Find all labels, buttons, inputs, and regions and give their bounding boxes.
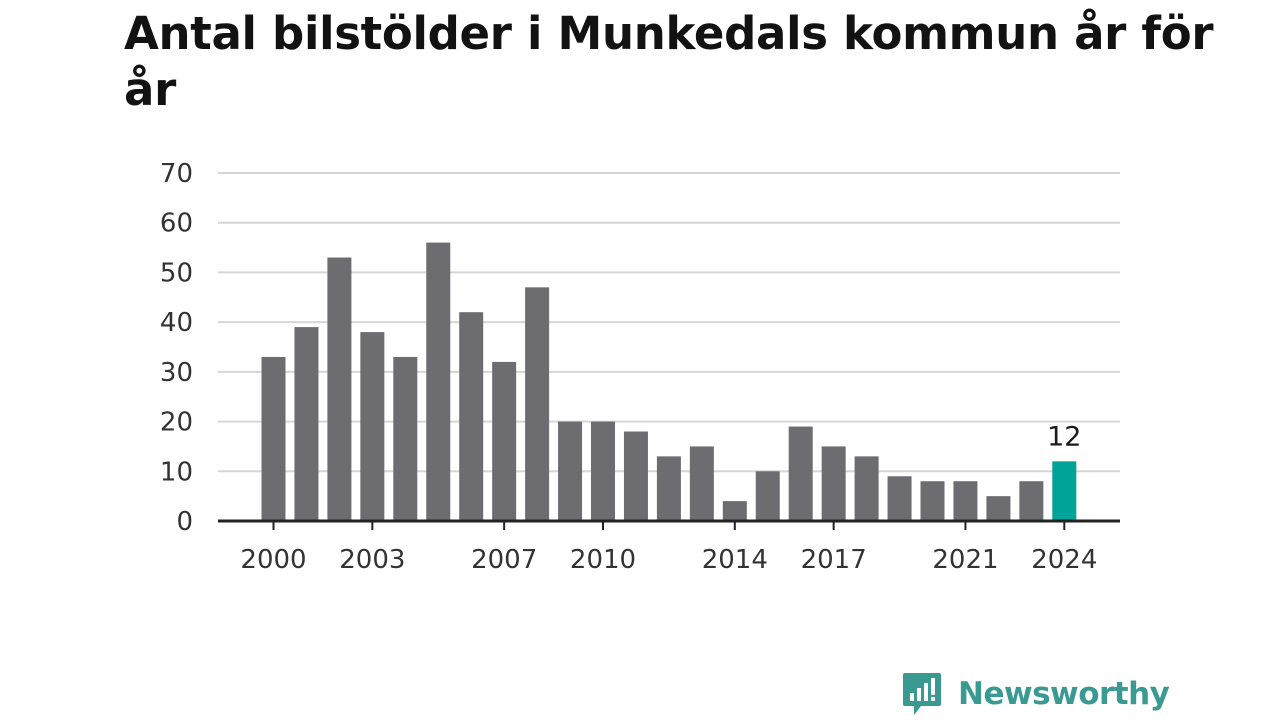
y-tick-label: 0 xyxy=(176,507,193,537)
bar-2001 xyxy=(294,327,319,521)
bar-2018 xyxy=(854,456,879,521)
bar-2011 xyxy=(623,431,648,521)
bar-2012 xyxy=(656,456,681,521)
newsworthy-logo: Newsworthy xyxy=(902,670,1170,718)
x-tick-label: 2024 xyxy=(1031,545,1097,575)
axes xyxy=(218,519,1120,530)
labels: 0 10 20 30 40 50 60 70 12 2000 2003 2007 2010 2014 201… xyxy=(160,159,1097,575)
y-tick-label: 50 xyxy=(160,258,193,288)
chart-title: Antal bilstölder i Munkedals kommun år f… xyxy=(124,7,1214,116)
bar-2008 xyxy=(525,287,550,521)
bar-2020 xyxy=(920,481,945,521)
bar-2000 xyxy=(261,356,286,521)
bar-2005 xyxy=(426,242,451,521)
newsworthy-logo-icon xyxy=(903,673,941,715)
y-tick-label: 40 xyxy=(160,308,193,338)
bar-2016 xyxy=(788,426,813,521)
bar-2003 xyxy=(360,332,385,521)
x-tick-label: 2000 xyxy=(240,545,306,575)
y-tick-label: 20 xyxy=(160,408,193,438)
bars xyxy=(261,242,1077,521)
newsworthy-logo-text: Newsworthy xyxy=(958,676,1170,712)
x-tick-label: 2003 xyxy=(339,545,405,575)
bar-2022 xyxy=(986,496,1011,521)
bar-2013 xyxy=(689,446,714,521)
bar-2019 xyxy=(887,476,912,521)
x-tick-label: 2007 xyxy=(471,545,537,575)
bar-2010 xyxy=(591,421,615,521)
bar-2006 xyxy=(459,312,484,521)
bar-2007 xyxy=(492,361,517,521)
bar-2021 xyxy=(953,481,978,521)
bar-2015 xyxy=(755,471,780,521)
bar-2004 xyxy=(393,356,418,521)
gridlines xyxy=(218,172,1120,473)
data-label-2024: 12 xyxy=(1047,421,1081,452)
y-tick-label: 30 xyxy=(160,358,193,388)
y-tick-label: 60 xyxy=(160,209,193,239)
bar-2002 xyxy=(327,257,352,521)
bar-2023 xyxy=(1019,481,1044,521)
x-tick-label: 2021 xyxy=(932,545,998,575)
bar-2009 xyxy=(558,421,583,521)
x-tick-label: 2017 xyxy=(801,545,867,575)
y-tick-label: 10 xyxy=(160,457,193,487)
x-tick-label: 2010 xyxy=(570,545,636,575)
bar-2014 xyxy=(722,501,747,521)
bar-2017 xyxy=(821,446,846,521)
bar-2024 xyxy=(1052,461,1077,521)
x-tick-label: 2014 xyxy=(702,545,768,575)
y-tick-label: 70 xyxy=(160,159,193,189)
